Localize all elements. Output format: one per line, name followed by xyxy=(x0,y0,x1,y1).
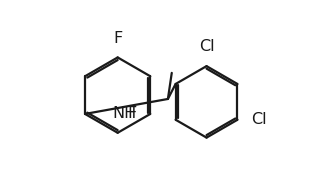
Text: NH: NH xyxy=(113,106,137,121)
Text: Cl: Cl xyxy=(199,39,214,54)
Text: F: F xyxy=(113,31,122,46)
Text: Cl: Cl xyxy=(251,112,267,127)
Text: F: F xyxy=(127,106,137,122)
